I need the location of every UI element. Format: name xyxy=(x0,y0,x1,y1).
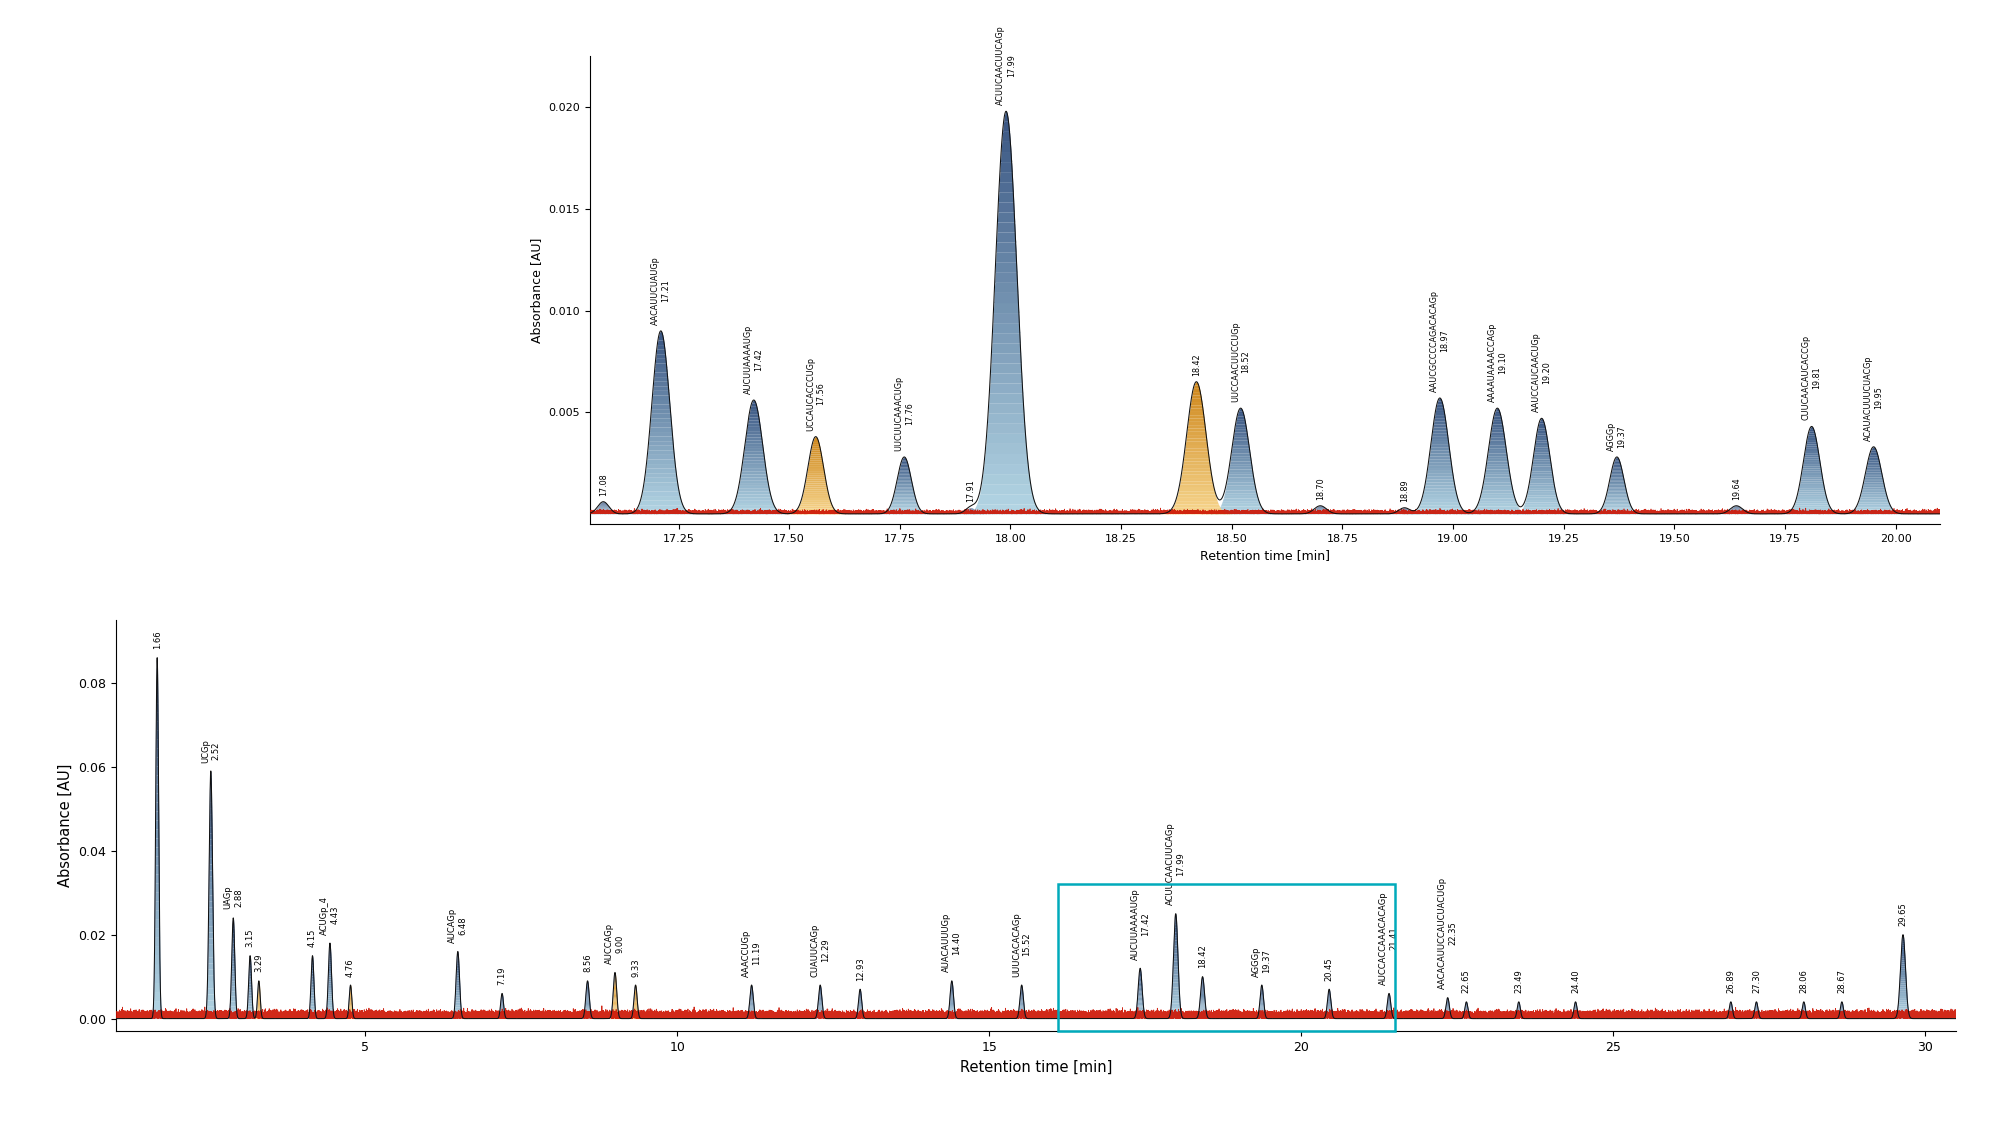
Text: AACACAUUCCAUCUACUGp
22.35: AACACAUUCCAUCUACUGp 22.35 xyxy=(1438,877,1458,990)
Text: ACUUCAACUUCAGp
17.99: ACUUCAACUUCAGp 17.99 xyxy=(1166,823,1186,905)
Text: 3.15: 3.15 xyxy=(246,929,254,948)
Text: AUCCACCAAACАCAGp
21.41: AUCCACCAAACАCAGp 21.41 xyxy=(1380,891,1398,985)
Text: ACUUCAACUUCAGp
17.99: ACUUCAACUUCAGp 17.99 xyxy=(996,26,1016,105)
Text: 20.45: 20.45 xyxy=(1324,957,1334,980)
Text: 23.49: 23.49 xyxy=(1514,969,1524,993)
Text: AAUCGCCCCAGACACAGp
18.97: AAUCGCCCCAGACACAGp 18.97 xyxy=(1430,290,1450,392)
Text: CUAUUCAGp
12.29: CUAUUCAGp 12.29 xyxy=(810,923,830,977)
Text: 12.93: 12.93 xyxy=(856,957,864,980)
Text: UUUCACACAGp
15.52: UUUCACACAGp 15.52 xyxy=(1012,912,1032,977)
Bar xyxy=(1058,885,1394,1031)
Text: 3.29: 3.29 xyxy=(254,953,264,973)
Text: AGGGp
19.37: AGGGp 19.37 xyxy=(1608,421,1626,451)
Text: 4.15: 4.15 xyxy=(308,929,316,948)
Text: AACАUUCUAUGp
17.21: AACАUUCUAUGp 17.21 xyxy=(652,256,670,325)
Text: 26.89: 26.89 xyxy=(1726,969,1736,993)
Text: 9.33: 9.33 xyxy=(632,958,640,977)
Text: 18.89: 18.89 xyxy=(1400,479,1408,502)
Text: UUCUUCAAACUGp
17.76: UUCUUCAAACUGp 17.76 xyxy=(894,375,914,451)
Text: AAAAUAAAACCAGp
19.10: AAAAUAAAACCAGp 19.10 xyxy=(1488,322,1508,402)
Text: 8.56: 8.56 xyxy=(584,953,592,973)
Text: CUUCAACAUCACCGp
19.81: CUUCAACAUCACCGp 19.81 xyxy=(1802,335,1822,420)
Text: AGGGp
19.37: AGGGp 19.37 xyxy=(1252,947,1272,977)
Text: 17.91: 17.91 xyxy=(966,479,976,502)
Text: AUCAGp
6.48: AUCAGp 6.48 xyxy=(448,908,468,943)
Text: AUACAUUUGp
14.40: AUACAUUUGp 14.40 xyxy=(942,913,962,973)
Text: 4.76: 4.76 xyxy=(346,958,356,977)
X-axis label: Retention time [min]: Retention time [min] xyxy=(960,1059,1112,1074)
Text: 28.67: 28.67 xyxy=(1838,969,1846,993)
Text: UCCAUCACCCUGp
17.56: UCCAUCACCCUGp 17.56 xyxy=(806,356,826,431)
Text: AUCUUAAAAUGp
17.42: AUCUUAAAAUGp 17.42 xyxy=(744,325,764,394)
Text: 1.66: 1.66 xyxy=(152,631,162,649)
Text: 17.08: 17.08 xyxy=(598,473,608,496)
Text: ACAUACUUUCUACGp
19.95: ACAUACUUUCUACGp 19.95 xyxy=(1864,355,1884,441)
Text: ACUGp_4
4.43: ACUGp_4 4.43 xyxy=(320,896,340,934)
Text: 18.42: 18.42 xyxy=(1198,944,1208,968)
Text: UCGp
2.52: UCGp 2.52 xyxy=(202,738,220,763)
Text: 18.70: 18.70 xyxy=(1316,477,1324,499)
Text: 28.06: 28.06 xyxy=(1800,969,1808,993)
Text: 7.19: 7.19 xyxy=(498,967,506,985)
X-axis label: Retention time [min]: Retention time [min] xyxy=(1200,549,1330,562)
Text: AAACCUGp
11.19: AAACCUGp 11.19 xyxy=(742,930,762,977)
Text: AUCUUAAAAUGp
17.42: AUCUUAAAAUGp 17.42 xyxy=(1130,888,1150,960)
Y-axis label: Absorbance [AU]: Absorbance [AU] xyxy=(58,764,72,887)
Text: 27.30: 27.30 xyxy=(1752,969,1760,993)
Text: 18.42: 18.42 xyxy=(1192,353,1200,375)
Text: UUCCAACUUCCUGp
18.52: UUCCAACUUCCUGp 18.52 xyxy=(1230,321,1250,402)
Text: UAGp
2.88: UAGp 2.88 xyxy=(224,886,242,909)
Text: 24.40: 24.40 xyxy=(1572,970,1580,993)
Text: AAUCCAUCAACUGp
19.20: AAUCCAUCAACUGp 19.20 xyxy=(1532,332,1552,412)
Text: AUCCAGp
9.00: AUCCAGp 9.00 xyxy=(606,923,624,964)
Text: 29.65: 29.65 xyxy=(1898,903,1908,926)
Text: 22.65: 22.65 xyxy=(1462,969,1470,993)
Y-axis label: Absorbance [AU]: Absorbance [AU] xyxy=(530,238,542,343)
Text: 19.64: 19.64 xyxy=(1732,477,1740,499)
